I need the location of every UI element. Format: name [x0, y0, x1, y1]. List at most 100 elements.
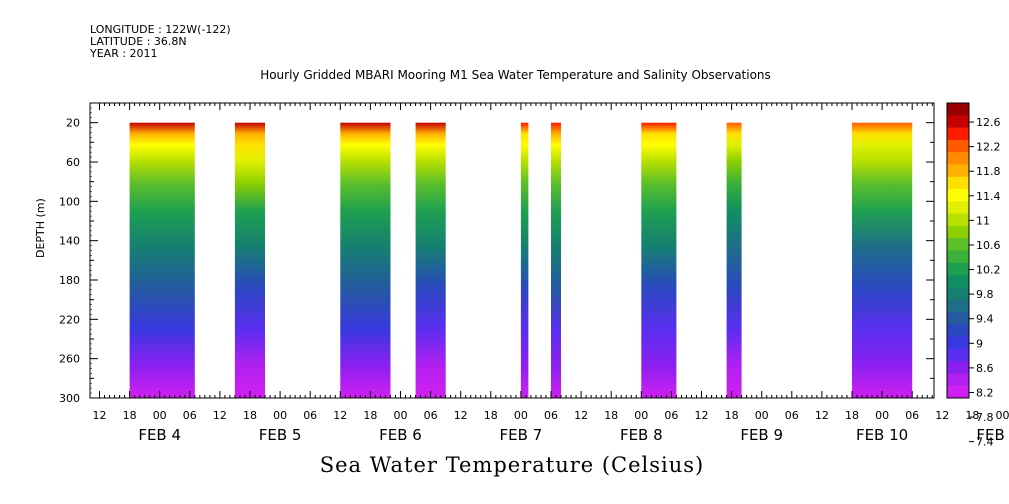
x-date-label: FEB 8	[620, 426, 663, 444]
colorbar-label: 8.2	[976, 386, 994, 399]
plot-frame	[89, 102, 935, 399]
y-tick-label: 180	[59, 274, 80, 287]
x-tick-label: 06	[544, 409, 558, 422]
colorbar-cell	[947, 348, 969, 362]
chart-title: Hourly Gridded MBARI Mooring M1 Sea Wate…	[260, 68, 771, 82]
x-tick-label: 12	[213, 409, 227, 422]
x-tick-label: 06	[785, 409, 799, 422]
x-tick-label: 00	[755, 409, 769, 422]
colorbar-cell	[947, 262, 969, 276]
colorbar-cell	[947, 336, 969, 350]
x-tick-label: 12	[695, 409, 709, 422]
colorbar-label: 11	[976, 214, 990, 227]
x-tick-label: 12	[454, 409, 468, 422]
data-segment	[340, 122, 391, 398]
year-label: YEAR : 2011	[90, 47, 158, 60]
x-tick-label: 06	[905, 409, 919, 422]
x-tick-label: 18	[123, 409, 137, 422]
x-axis-label: Sea Water Temperature (Celsius)	[319, 453, 705, 477]
colorbar-cell	[947, 287, 969, 301]
y-axis: 20 60 100 140 180 220 260 300	[59, 102, 934, 405]
data-segment	[415, 122, 446, 398]
colorbar-cell	[947, 115, 969, 128]
colorbar-label: 11.4	[976, 190, 1001, 203]
x-tick-label: 12	[333, 409, 347, 422]
x-date-label: FEB 10	[856, 426, 908, 444]
x-tick-label: 12	[93, 409, 107, 422]
x-tick-label: 12	[574, 409, 588, 422]
x-tick-label: 18	[484, 409, 498, 422]
x-tick-label: 12	[935, 409, 949, 422]
x-tick-label: 00	[394, 409, 408, 422]
x-tick-label: 00	[273, 409, 287, 422]
colorbar-cell	[947, 103, 969, 116]
y-tick-label: 300	[59, 392, 80, 405]
colorbar-label: 10.6	[976, 239, 1001, 252]
colorbar-cell	[947, 361, 969, 374]
colorbar-cell	[947, 311, 969, 325]
colorbar-label: 12.6	[976, 116, 1001, 129]
colorbar-cell	[947, 176, 969, 190]
x-tick-label: 06	[303, 409, 317, 422]
x-date-label: FEB 11	[976, 426, 1009, 444]
colorbar-cell	[947, 299, 969, 313]
colorbar-label: 8.6	[976, 362, 994, 375]
colorbar-cell	[947, 275, 969, 288]
colorbar-cell	[947, 373, 969, 387]
colorbar-cell	[947, 139, 969, 153]
data-segments	[129, 122, 913, 398]
colorbar-label: 9.4	[976, 313, 994, 326]
x-date-label: FEB 5	[259, 426, 302, 444]
colorbar-cell	[947, 324, 969, 337]
x-axis: 12 18 00 06 12 18 00 06 12 18 00 06 12 18 00 06 12 18 00 06…	[93, 103, 1009, 444]
x-date-label: FEB 6	[379, 426, 422, 444]
colorbar-cell	[947, 225, 969, 239]
x-tick-label: 18	[845, 409, 859, 422]
colorbar-label: 9	[976, 337, 983, 350]
x-date-label: FEB 9	[740, 426, 783, 444]
colorbar-cell	[947, 201, 969, 215]
x-tick-label: 12	[815, 409, 829, 422]
x-tick-label: 18	[725, 409, 739, 422]
colorbar-label: 7.8	[976, 411, 994, 424]
y-tick-label: 20	[66, 117, 80, 130]
y-tick-label: 140	[59, 235, 80, 248]
x-tick-label: 18	[363, 409, 377, 422]
colorbar-cell	[947, 238, 969, 251]
x-tick-label: 00	[634, 409, 648, 422]
data-segment	[129, 122, 195, 398]
longitude-label: LONGITUDE : 122W(-122)	[90, 23, 231, 36]
colorbar: 12.6 12.2 11.8 11.4 11 10.6 10.2 9.8 9.4 9 8.6 8.2 7…	[946, 102, 1001, 449]
y-tick-label: 100	[59, 195, 80, 208]
x-tick-label: 18	[243, 409, 257, 422]
x-tick-label: 06	[664, 409, 678, 422]
x-tick-label: 06	[183, 409, 197, 422]
colorbar-label: 12.2	[976, 141, 1001, 154]
colorbar-label: 7.4	[976, 436, 994, 449]
colorbar-border	[946, 102, 970, 399]
x-date-label: FEB 4	[138, 426, 181, 444]
data-segment	[641, 122, 677, 398]
colorbar-cell	[947, 152, 969, 165]
data-segment	[234, 122, 265, 398]
plot-border	[89, 102, 935, 399]
x-tick-label: 18	[965, 409, 979, 422]
data-segment	[726, 122, 742, 398]
x-tick-label: 00	[514, 409, 528, 422]
colorbar-label: 9.8	[976, 288, 994, 301]
x-tick-label: 00	[875, 409, 889, 422]
colorbar-cell	[947, 250, 969, 264]
y-tick-label: 260	[59, 353, 80, 366]
y-tick-label: 220	[59, 313, 80, 326]
latitude-label: LATITUDE : 36.8N	[90, 35, 187, 48]
colorbar-label: 11.8	[976, 165, 1001, 178]
y-tick-label: 60	[66, 156, 80, 169]
x-tick-label: 18	[604, 409, 618, 422]
x-tick-label: 06	[424, 409, 438, 422]
colorbar-cell	[947, 189, 969, 202]
x-tick-label: 00	[153, 409, 167, 422]
colorbar-cell	[947, 127, 969, 141]
colorbar-cell	[947, 213, 969, 227]
data-segment	[520, 122, 529, 398]
